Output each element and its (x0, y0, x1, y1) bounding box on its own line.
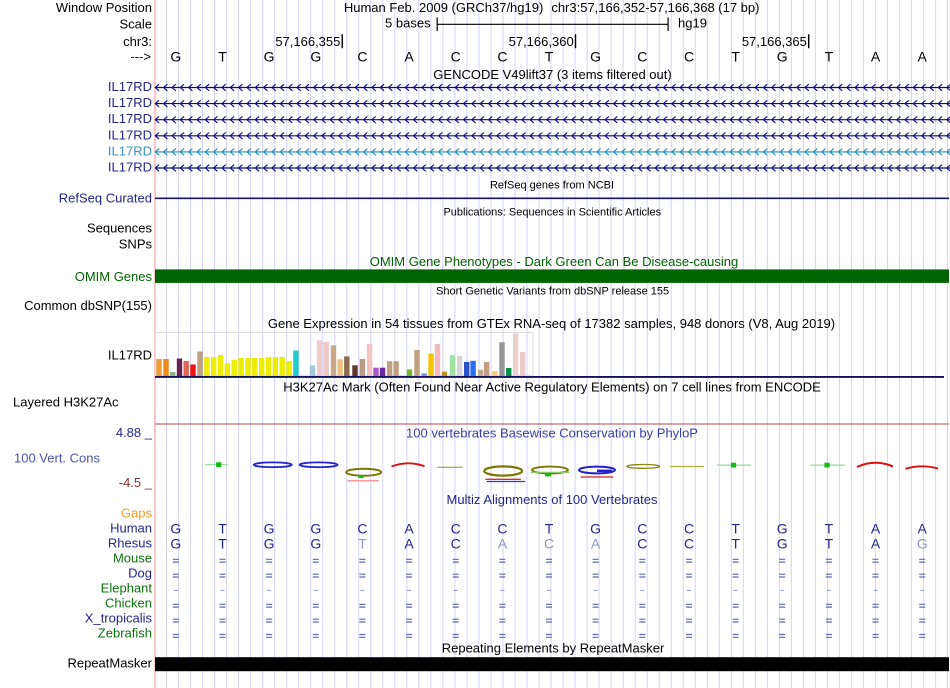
svg-text:Gene Expression in 54 tissues: Gene Expression in 54 tissues from GTEx … (268, 316, 835, 331)
svg-text:IL17RD: IL17RD (108, 347, 152, 362)
svg-text:hg19: hg19 (678, 15, 707, 30)
svg-text:OMIM Genes: OMIM Genes (75, 269, 153, 284)
svg-text:Scale: Scale (119, 16, 152, 31)
svg-text:G: G (264, 520, 275, 536)
svg-text:T: T (545, 48, 554, 64)
svg-text:C: C (637, 520, 647, 536)
svg-text:G: G (917, 535, 928, 551)
svg-text:C: C (684, 520, 694, 536)
svg-text:G: G (310, 48, 321, 64)
svg-text:G: G (777, 520, 788, 536)
svg-text:A: A (404, 48, 414, 64)
svg-text:C: C (497, 48, 507, 64)
svg-text:G: G (170, 535, 181, 551)
svg-text:RefSeq genes from NCBI: RefSeq genes from NCBI (490, 180, 614, 192)
svg-text:C: C (357, 48, 367, 64)
svg-text:-4.5 _: -4.5 _ (119, 475, 153, 490)
svg-text:G: G (264, 48, 275, 64)
svg-text:A: A (498, 535, 508, 551)
svg-text:A: A (871, 535, 881, 551)
svg-text:A: A (871, 48, 881, 64)
svg-text:T: T (825, 535, 834, 551)
svg-text:T: T (825, 520, 834, 536)
svg-text:Gaps: Gaps (121, 506, 153, 521)
svg-text:GENCODE V49lift37 (3 items fil: GENCODE V49lift37 (3 items filtered out) (433, 67, 671, 82)
svg-text:T: T (825, 48, 834, 64)
svg-text:C: C (497, 520, 507, 536)
svg-text:A: A (918, 48, 928, 64)
svg-text:A: A (871, 520, 881, 536)
svg-text:Repeating Elements by RepeatMa: Repeating Elements by RepeatMasker (442, 641, 665, 656)
svg-text:G: G (310, 520, 321, 536)
svg-text:4.88 _: 4.88 _ (116, 425, 153, 440)
svg-text:57,166,365: 57,166,365 (742, 34, 807, 49)
svg-text:T: T (731, 520, 740, 536)
svg-text:IL17RD: IL17RD (108, 95, 152, 110)
svg-text:--->: ---> (130, 49, 151, 64)
svg-text:A: A (404, 520, 414, 536)
svg-text:IL17RD: IL17RD (108, 111, 152, 126)
svg-text:C: C (637, 48, 647, 64)
svg-text:Human Feb. 2009 (GRCh37/hg19): Human Feb. 2009 (GRCh37/hg19) (344, 0, 543, 15)
svg-text:IL17RD: IL17RD (108, 79, 152, 94)
svg-text:T: T (731, 48, 740, 64)
svg-text:Elephant: Elephant (101, 581, 153, 596)
svg-text:G: G (590, 48, 601, 64)
svg-text:G: G (170, 520, 181, 536)
svg-text:A: A (404, 535, 414, 551)
svg-text:RepeatMasker: RepeatMasker (67, 656, 152, 671)
svg-text:G: G (777, 48, 788, 64)
svg-text:RefSeq Curated: RefSeq Curated (59, 191, 152, 206)
svg-text:5 bases: 5 bases (385, 15, 431, 30)
svg-text:chr3:: chr3: (123, 34, 152, 49)
svg-text:H3K27Ac Mark (Often Found Near: H3K27Ac Mark (Often Found Near Active Re… (283, 380, 821, 395)
svg-text:Layered H3K27Ac: Layered H3K27Ac (13, 394, 119, 409)
svg-text:Chicken: Chicken (105, 596, 152, 611)
svg-text:Sequences: Sequences (87, 221, 153, 236)
svg-text:Mouse: Mouse (113, 551, 152, 566)
svg-text:IL17RD: IL17RD (108, 160, 152, 175)
svg-text:C: C (544, 535, 554, 551)
svg-text:C: C (451, 520, 461, 536)
svg-text:IL17RD: IL17RD (108, 143, 152, 158)
svg-text:Dog: Dog (128, 566, 152, 581)
svg-text:OMIM Gene Phenotypes - Dark Gr: OMIM Gene Phenotypes - Dark Green Can Be… (370, 254, 739, 269)
svg-text:G: G (590, 520, 601, 536)
svg-text:SNPs: SNPs (119, 237, 153, 252)
svg-text:C: C (357, 520, 367, 536)
svg-text:T: T (218, 520, 227, 536)
svg-text:T: T (545, 520, 554, 536)
svg-text:T: T (358, 535, 367, 551)
svg-text:T: T (218, 535, 227, 551)
svg-text:X_tropicalis: X_tropicalis (85, 611, 153, 626)
svg-text:T: T (731, 535, 740, 551)
svg-text:T: T (218, 48, 227, 64)
svg-text:G: G (777, 535, 788, 551)
svg-text:chr3:57,166,352-57,166,368 (17: chr3:57,166,352-57,166,368 (17 bp) (551, 0, 759, 15)
svg-text:Common dbSNP(155): Common dbSNP(155) (24, 298, 152, 313)
svg-text:100 vertebrates Basewise Conse: 100 vertebrates Basewise Conservation by… (406, 426, 698, 441)
svg-text:C: C (684, 48, 694, 64)
svg-text:G: G (310, 535, 321, 551)
svg-text:A: A (918, 520, 928, 536)
svg-text:Window Position: Window Position (56, 0, 152, 15)
svg-text:IL17RD: IL17RD (108, 127, 152, 142)
svg-text:C: C (451, 535, 461, 551)
svg-text:Multiz Alignments of 100 Verte: Multiz Alignments of 100 Vertebrates (446, 492, 658, 507)
svg-text:Publications: Sequences in Sci: Publications: Sequences in Scientific Ar… (443, 207, 661, 219)
svg-text:G: G (170, 48, 181, 64)
svg-text:Short Genetic Variants from db: Short Genetic Variants from dbSNP releas… (436, 286, 669, 298)
svg-text:Zebrafish: Zebrafish (98, 626, 152, 641)
svg-text:C: C (451, 48, 461, 64)
svg-text:57,166,355: 57,166,355 (275, 34, 340, 49)
svg-text:G: G (264, 535, 275, 551)
svg-text:C: C (684, 535, 694, 551)
svg-text:C: C (637, 535, 647, 551)
svg-text:A: A (591, 535, 601, 551)
svg-text:57,166,360: 57,166,360 (509, 34, 574, 49)
svg-text:Rhesus: Rhesus (108, 536, 153, 551)
svg-text:Human: Human (110, 521, 152, 536)
svg-text:100 Vert. Cons: 100 Vert. Cons (14, 450, 100, 465)
